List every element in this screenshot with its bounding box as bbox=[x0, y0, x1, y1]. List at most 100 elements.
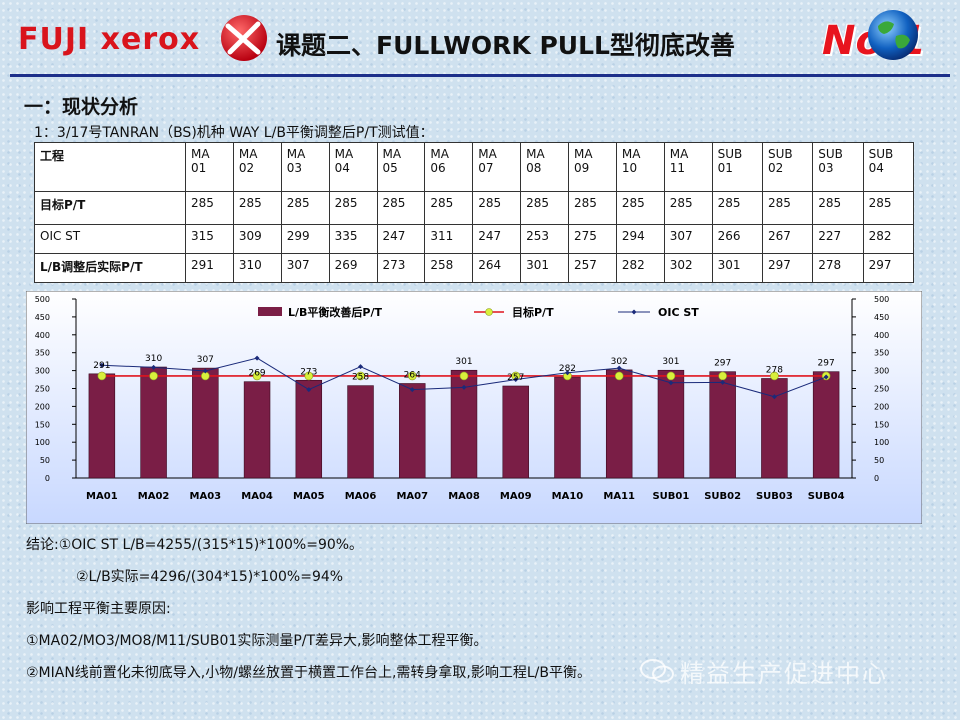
table-col-header: SUB 02 bbox=[761, 142, 814, 192]
header-divider bbox=[10, 74, 950, 77]
target-point bbox=[459, 371, 469, 381]
oic-st-point bbox=[151, 364, 157, 370]
row-label: OIC ST bbox=[34, 224, 186, 254]
table-cell: 266 bbox=[711, 224, 763, 254]
table-col-header: MA 05 bbox=[376, 142, 426, 192]
y-tick-label-left: 0 bbox=[45, 474, 50, 483]
bar bbox=[502, 385, 529, 479]
table-col-header: MA 10 bbox=[615, 142, 665, 192]
row-label: L/B调整后实际P/T bbox=[34, 253, 186, 283]
table-cell: 285 bbox=[568, 191, 617, 225]
bar-value-label: 302 bbox=[611, 357, 628, 367]
bar-value-label: 273 bbox=[300, 367, 317, 377]
conclusion-line-4: ①MA02/MO3/MO8/M11/SUB01实际测量P/T差异大,影响整体工程… bbox=[26, 633, 488, 649]
table-cell: 278 bbox=[812, 253, 864, 283]
y-tick-label-right: 350 bbox=[874, 349, 889, 358]
bar-value-label: 282 bbox=[559, 364, 576, 374]
bar-value-label: 310 bbox=[145, 354, 162, 364]
bar bbox=[347, 385, 374, 479]
y-tick-label-right: 200 bbox=[874, 402, 889, 411]
x-tick-label: MA08 bbox=[448, 491, 480, 502]
oic-st-point bbox=[513, 377, 519, 383]
table-cell: 299 bbox=[280, 224, 330, 254]
table-cell: 285 bbox=[812, 191, 864, 225]
table-row: OIC ST 315 309 299 335 247 311 247 253 2… bbox=[34, 224, 915, 254]
oic-st-point bbox=[99, 362, 105, 368]
table-cell: 285 bbox=[711, 191, 763, 225]
y-tick-label-left: 200 bbox=[35, 402, 50, 411]
watermark-text: 精益生产促进中心 bbox=[680, 660, 888, 688]
table-cell: 294 bbox=[615, 224, 665, 254]
table-cell: 291 bbox=[185, 253, 234, 283]
table-cell: 285 bbox=[376, 191, 426, 225]
target-point bbox=[614, 371, 624, 381]
oic-st-point bbox=[202, 368, 208, 374]
table-col-header: MA 02 bbox=[232, 142, 282, 192]
y-tick-label-right: 450 bbox=[874, 313, 889, 322]
table-col-header: MA 07 bbox=[472, 142, 522, 192]
y-tick-label-right: 400 bbox=[874, 331, 889, 340]
bar bbox=[812, 371, 840, 479]
table-cell: 315 bbox=[185, 224, 234, 254]
legend-label-bar: L/B平衡改善后P/T bbox=[288, 305, 382, 319]
row-label: 目标P/T bbox=[34, 191, 186, 225]
pt-combo-chart: 0 0 50 50 100 100 150 150 200 200 250 250 300 300 350 3… bbox=[26, 291, 922, 524]
fuji-xerox-logo: FUJI xerox bbox=[18, 22, 201, 57]
target-point bbox=[304, 371, 314, 381]
table-cell: 267 bbox=[761, 224, 814, 254]
table-col-header: SUB 01 bbox=[711, 142, 763, 192]
table-cell: 285 bbox=[761, 191, 814, 225]
bar-value-label: 307 bbox=[197, 355, 214, 365]
bar bbox=[709, 371, 736, 479]
oic-st-point bbox=[564, 370, 570, 376]
y-tick-label-right: 0 bbox=[874, 474, 879, 483]
x-tick-label: SUB02 bbox=[704, 491, 741, 502]
bar-value-label: 264 bbox=[404, 370, 421, 380]
table-cell: 247 bbox=[472, 224, 522, 254]
pt-table: 工程 MA 01 MA 02 MA 03 MA 04 MA 05 MA 06 MA 07 MA… bbox=[34, 142, 915, 283]
bar bbox=[243, 381, 271, 479]
x-tick-label: MA10 bbox=[552, 491, 584, 502]
bar bbox=[657, 369, 685, 479]
x-tick-label: MA05 bbox=[293, 491, 325, 502]
bar bbox=[192, 367, 219, 479]
bar-value-label: 291 bbox=[93, 361, 110, 371]
table-cell: 285 bbox=[615, 191, 665, 225]
table-cell: 307 bbox=[280, 253, 330, 283]
conclusion-line-3: 影响工程平衡主要原因: bbox=[26, 601, 171, 617]
table-cell: 285 bbox=[232, 191, 282, 225]
table-cell: 335 bbox=[328, 224, 378, 254]
x-tick-label: MA03 bbox=[190, 491, 222, 502]
table-cell: 311 bbox=[424, 224, 474, 254]
table-col-header: MA 01 bbox=[185, 142, 234, 192]
x-tick-label: MA04 bbox=[241, 491, 273, 502]
y-tick-label-right: 250 bbox=[874, 385, 889, 394]
bar-value-label: 278 bbox=[766, 365, 783, 375]
table-cell: 258 bbox=[424, 253, 474, 283]
table-cell: 310 bbox=[232, 253, 282, 283]
x-tick-label: SUB01 bbox=[652, 491, 689, 502]
bar-value-label: 297 bbox=[818, 359, 835, 369]
table-cell: 302 bbox=[663, 253, 713, 283]
table-cell: 247 bbox=[376, 224, 426, 254]
table-cell: 285 bbox=[862, 191, 915, 225]
x-tick-label: MA02 bbox=[138, 491, 170, 502]
oic-st-point bbox=[668, 380, 674, 386]
table-cell: 257 bbox=[568, 253, 617, 283]
table-cell: 307 bbox=[663, 224, 713, 254]
y-tick-label-left: 350 bbox=[35, 349, 50, 358]
legend-marker-oic bbox=[631, 309, 637, 315]
y-tick-label-left: 250 bbox=[35, 385, 50, 394]
y-tick-label-left: 150 bbox=[35, 420, 50, 429]
conclusion-line-2: ②L/B实际=4296/(304*15)*100%=94% bbox=[76, 569, 344, 585]
table-col-header: SUB 04 bbox=[862, 142, 915, 192]
table-row: L/B调整后实际P/T 291 310 307 269 273 258 264 … bbox=[34, 253, 915, 283]
y-tick-label-left: 400 bbox=[35, 331, 50, 340]
oic-st-point bbox=[358, 364, 364, 370]
bar bbox=[605, 369, 633, 479]
target-point bbox=[252, 371, 262, 381]
x-tick-label: MA07 bbox=[396, 491, 428, 502]
table-row: 目标P/T 285 285 285 285 285 285 285 285 28… bbox=[34, 191, 915, 225]
table-header-row: 工程 MA 01 MA 02 MA 03 MA 04 MA 05 MA 06 MA 07 MA… bbox=[34, 142, 915, 192]
table-cell: 309 bbox=[232, 224, 282, 254]
